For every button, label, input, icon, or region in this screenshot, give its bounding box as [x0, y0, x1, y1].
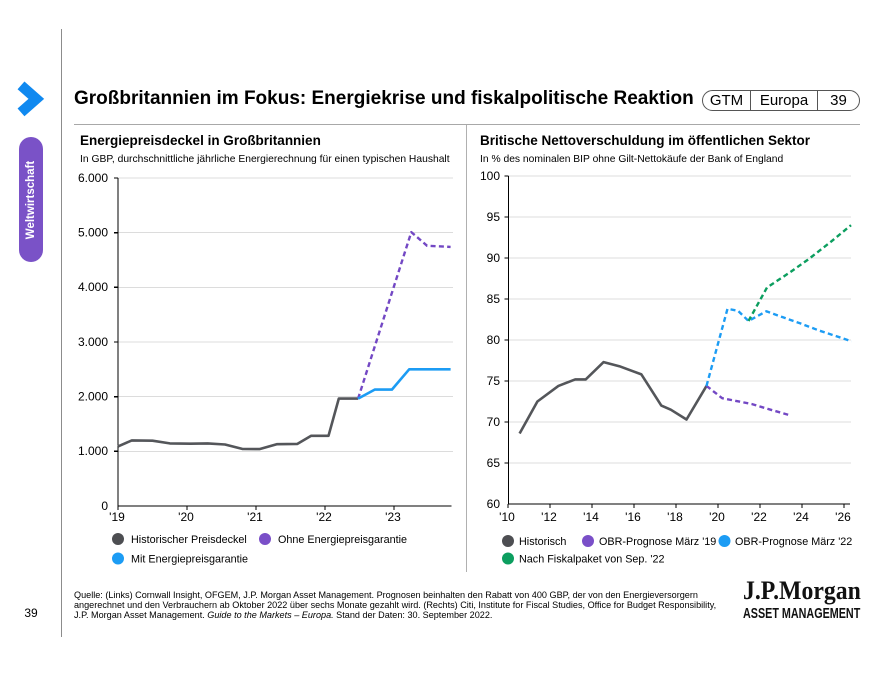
- svg-text:'24: '24: [793, 510, 809, 524]
- svg-text:75: 75: [487, 374, 501, 388]
- svg-text:'19: '19: [109, 510, 125, 524]
- svg-text:'22: '22: [751, 510, 767, 524]
- svg-text:'22: '22: [316, 510, 332, 524]
- svg-text:'16: '16: [625, 510, 641, 524]
- svg-text:Nach Fiskalpaket von Sep. '22: Nach Fiskalpaket von Sep. '22: [519, 553, 665, 565]
- svg-text:80: 80: [487, 333, 501, 347]
- svg-text:'12: '12: [541, 510, 557, 524]
- svg-text:2.000: 2.000: [78, 390, 108, 404]
- svg-text:'26: '26: [835, 510, 851, 524]
- svg-text:90: 90: [487, 251, 501, 265]
- svg-text:'10: '10: [499, 510, 515, 524]
- svg-text:'20: '20: [178, 510, 194, 524]
- svg-text:5.000: 5.000: [78, 226, 108, 240]
- svg-text:3.000: 3.000: [78, 335, 108, 349]
- svg-text:85: 85: [487, 292, 501, 306]
- svg-text:OBR-Prognose März '22: OBR-Prognose März '22: [735, 536, 852, 548]
- svg-text:Mit Energiepreisgarantie: Mit Energiepreisgarantie: [131, 553, 248, 565]
- svg-text:'20: '20: [709, 510, 725, 524]
- svg-text:6.000: 6.000: [78, 171, 108, 185]
- svg-text:'18: '18: [667, 510, 683, 524]
- svg-text:Historischer Preisdeckel: Historischer Preisdeckel: [131, 534, 247, 546]
- svg-text:'23: '23: [385, 510, 401, 524]
- svg-text:Historisch: Historisch: [519, 536, 566, 548]
- svg-text:70: 70: [487, 415, 501, 429]
- svg-text:Ohne Energiepreisgarantie: Ohne Energiepreisgarantie: [278, 534, 407, 546]
- svg-text:'21: '21: [247, 510, 263, 524]
- svg-text:95: 95: [487, 210, 501, 224]
- svg-text:65: 65: [487, 456, 501, 470]
- svg-text:4.000: 4.000: [78, 280, 108, 294]
- svg-text:100: 100: [480, 169, 500, 183]
- svg-text:1.000: 1.000: [78, 444, 108, 458]
- svg-text:OBR-Prognose März '19: OBR-Prognose März '19: [599, 536, 716, 548]
- svg-text:0: 0: [101, 499, 108, 513]
- svg-text:'14: '14: [583, 510, 599, 524]
- svg-text:60: 60: [487, 497, 501, 511]
